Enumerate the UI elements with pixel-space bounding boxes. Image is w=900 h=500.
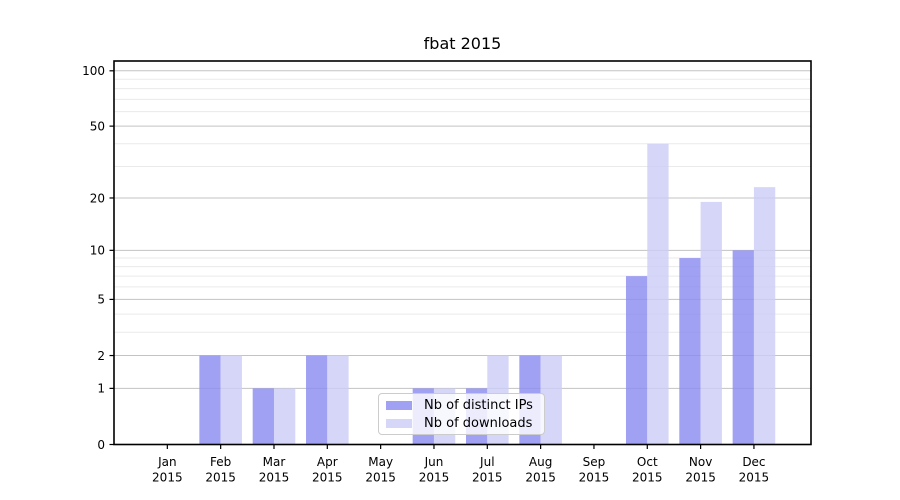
legend-label-distinct-ips: Nb of distinct IPs — [424, 397, 533, 413]
x-tick-label-month: Sep — [583, 455, 606, 469]
y-tick-label: 50 — [90, 119, 105, 133]
bar-distinct-ips — [306, 355, 328, 445]
bar-downloads — [647, 143, 669, 445]
y-tick-label: 0 — [97, 438, 105, 452]
x-tick-label-year: 2015 — [579, 471, 610, 485]
x-tick-label-month: Oct — [637, 455, 658, 469]
y-tick-label: 100 — [82, 64, 105, 78]
bar-distinct-ips — [732, 250, 754, 445]
x-tick-label-month: Dec — [742, 455, 765, 469]
x-tick-label-month: Jan — [157, 455, 177, 469]
x-tick-label-year: 2015 — [365, 471, 396, 485]
bar-downloads — [273, 388, 296, 445]
x-tick-label-year: 2015 — [205, 471, 236, 485]
x-tick-label-year: 2015 — [685, 471, 716, 485]
x-tick-label-month: Nov — [689, 455, 712, 469]
y-tick-label: 2 — [97, 349, 105, 363]
legend-swatch-distinct-ips — [386, 400, 412, 410]
y-tick-label: 10 — [90, 244, 105, 258]
x-tick-label-month: Mar — [263, 455, 286, 469]
x-tick-label-year: 2015 — [632, 471, 663, 485]
bar-distinct-ips — [199, 355, 221, 445]
bar-downloads — [753, 187, 776, 445]
x-tick-label-year: 2015 — [312, 471, 343, 485]
bar-downloads — [220, 355, 242, 445]
x-tick-label-year: 2015 — [259, 471, 290, 485]
y-tick-label: 5 — [97, 293, 105, 307]
bar-downloads — [700, 201, 722, 445]
x-tick-label-month: Feb — [210, 455, 231, 469]
y-tick-label: 20 — [90, 191, 105, 205]
x-tick-label-month: Apr — [317, 455, 338, 469]
x-tick-label-year: 2015 — [152, 471, 183, 485]
legend-swatch-downloads — [386, 418, 412, 428]
x-tick-label-year: 2015 — [472, 471, 503, 485]
bar-downloads — [327, 355, 349, 445]
x-tick-label-year: 2015 — [739, 471, 770, 485]
x-tick-label-month: Jun — [424, 455, 444, 469]
legend-item-downloads: Nb of downloads — [386, 415, 544, 431]
x-tick-label-month: Aug — [529, 455, 552, 469]
x-tick-label-month: Jul — [479, 455, 494, 469]
bar-distinct-ips — [252, 388, 274, 445]
legend: Nb of distinct IPs Nb of downloads — [378, 393, 545, 435]
x-tick-label-year: 2015 — [525, 471, 556, 485]
x-tick-label-month: May — [368, 455, 393, 469]
x-tick-label-year: 2015 — [419, 471, 450, 485]
bar-distinct-ips — [679, 258, 701, 445]
bar-downloads — [540, 355, 562, 445]
y-tick-label: 1 — [97, 382, 105, 396]
legend-label-downloads: Nb of downloads — [424, 415, 533, 431]
bar-distinct-ips — [625, 276, 648, 445]
chart-title: fbat 2015 — [423, 34, 502, 53]
legend-item-distinct-ips: Nb of distinct IPs — [386, 397, 544, 413]
plot-border — [113, 60, 812, 446]
